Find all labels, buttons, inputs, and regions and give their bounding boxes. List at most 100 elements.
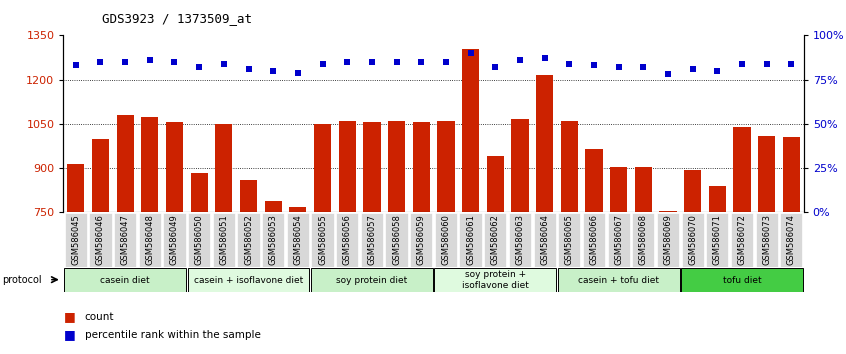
Point [662, 72, 675, 77]
Bar [190, 172, 208, 212]
FancyBboxPatch shape [262, 213, 284, 267]
Point [192, 64, 206, 70]
Text: GSM586056: GSM586056 [343, 214, 352, 265]
FancyBboxPatch shape [459, 213, 481, 267]
FancyBboxPatch shape [360, 213, 383, 267]
Point [636, 64, 650, 70]
FancyBboxPatch shape [558, 213, 580, 267]
Text: GSM586067: GSM586067 [614, 214, 624, 265]
Bar [117, 115, 134, 212]
Point [94, 59, 107, 65]
FancyBboxPatch shape [434, 268, 556, 292]
Text: ■: ■ [63, 328, 75, 341]
FancyBboxPatch shape [435, 213, 457, 267]
Point [735, 61, 749, 67]
FancyBboxPatch shape [64, 268, 186, 292]
FancyBboxPatch shape [780, 213, 803, 267]
FancyBboxPatch shape [484, 213, 507, 267]
Point [538, 56, 552, 61]
Bar [314, 124, 331, 212]
Bar [388, 121, 405, 212]
FancyBboxPatch shape [755, 213, 777, 267]
Text: GSM586062: GSM586062 [491, 214, 500, 265]
Point [711, 68, 724, 74]
Text: GSM586065: GSM586065 [565, 214, 574, 265]
Text: GSM586068: GSM586068 [639, 214, 648, 265]
Point [69, 63, 83, 68]
Text: GSM586050: GSM586050 [195, 214, 204, 265]
Text: GSM586070: GSM586070 [688, 214, 697, 265]
Point [514, 57, 527, 63]
Bar [783, 137, 800, 212]
FancyBboxPatch shape [534, 213, 556, 267]
Text: percentile rank within the sample: percentile rank within the sample [85, 330, 261, 339]
Point [488, 64, 502, 70]
Bar [758, 136, 775, 212]
Text: GSM586069: GSM586069 [663, 214, 673, 265]
Text: GSM586049: GSM586049 [170, 214, 179, 265]
Bar [437, 121, 454, 212]
Point [217, 61, 231, 67]
FancyBboxPatch shape [188, 268, 310, 292]
Bar [289, 206, 306, 212]
FancyBboxPatch shape [188, 213, 211, 267]
Bar [733, 127, 750, 212]
Text: GSM586047: GSM586047 [121, 214, 129, 265]
Text: GSM586045: GSM586045 [71, 214, 80, 265]
FancyBboxPatch shape [583, 213, 605, 267]
Point [340, 59, 354, 65]
FancyBboxPatch shape [139, 213, 161, 267]
Bar [659, 211, 677, 212]
Text: GSM586064: GSM586064 [540, 214, 549, 265]
Text: GSM586058: GSM586058 [392, 214, 401, 265]
FancyBboxPatch shape [311, 213, 333, 267]
Text: casein + tofu diet: casein + tofu diet [578, 275, 659, 285]
Point [464, 50, 477, 56]
Point [266, 68, 280, 74]
Text: GSM586061: GSM586061 [466, 214, 475, 265]
Text: GSM586060: GSM586060 [442, 214, 450, 265]
Text: count: count [85, 312, 114, 322]
FancyBboxPatch shape [607, 213, 629, 267]
Text: GSM586059: GSM586059 [417, 214, 426, 265]
Bar [536, 75, 553, 212]
Bar [338, 121, 356, 212]
Point [415, 59, 428, 65]
Bar [634, 167, 652, 212]
FancyBboxPatch shape [163, 213, 185, 267]
Bar [561, 121, 578, 212]
Text: GSM586063: GSM586063 [515, 214, 525, 265]
Text: GDS3923 / 1373509_at: GDS3923 / 1373509_at [102, 12, 251, 25]
Text: soy protein +
isoflavone diet: soy protein + isoflavone diet [462, 270, 529, 290]
Bar [363, 122, 381, 212]
Text: casein diet: casein diet [101, 275, 150, 285]
Bar [413, 122, 430, 212]
Bar [240, 180, 257, 212]
FancyBboxPatch shape [238, 213, 260, 267]
Text: GSM586052: GSM586052 [244, 214, 253, 265]
Point [784, 61, 798, 67]
Text: soy protein diet: soy protein diet [336, 275, 408, 285]
FancyBboxPatch shape [508, 213, 531, 267]
FancyBboxPatch shape [706, 213, 728, 267]
Bar [215, 124, 233, 212]
Bar [486, 156, 504, 212]
Text: casein + isoflavone diet: casein + isoflavone diet [194, 275, 303, 285]
Bar [265, 201, 282, 212]
Bar [141, 116, 158, 212]
Point [686, 66, 700, 72]
Bar [585, 149, 602, 212]
Text: GSM586051: GSM586051 [219, 214, 228, 265]
Bar [709, 186, 726, 212]
Text: protocol: protocol [3, 275, 42, 285]
Point [612, 64, 625, 70]
FancyBboxPatch shape [90, 213, 112, 267]
Bar [67, 164, 85, 212]
FancyBboxPatch shape [681, 268, 803, 292]
Point [143, 57, 157, 63]
FancyBboxPatch shape [386, 213, 408, 267]
Text: tofu diet: tofu diet [722, 275, 761, 285]
Text: GSM586074: GSM586074 [787, 214, 796, 265]
FancyBboxPatch shape [64, 213, 87, 267]
Point [365, 59, 379, 65]
